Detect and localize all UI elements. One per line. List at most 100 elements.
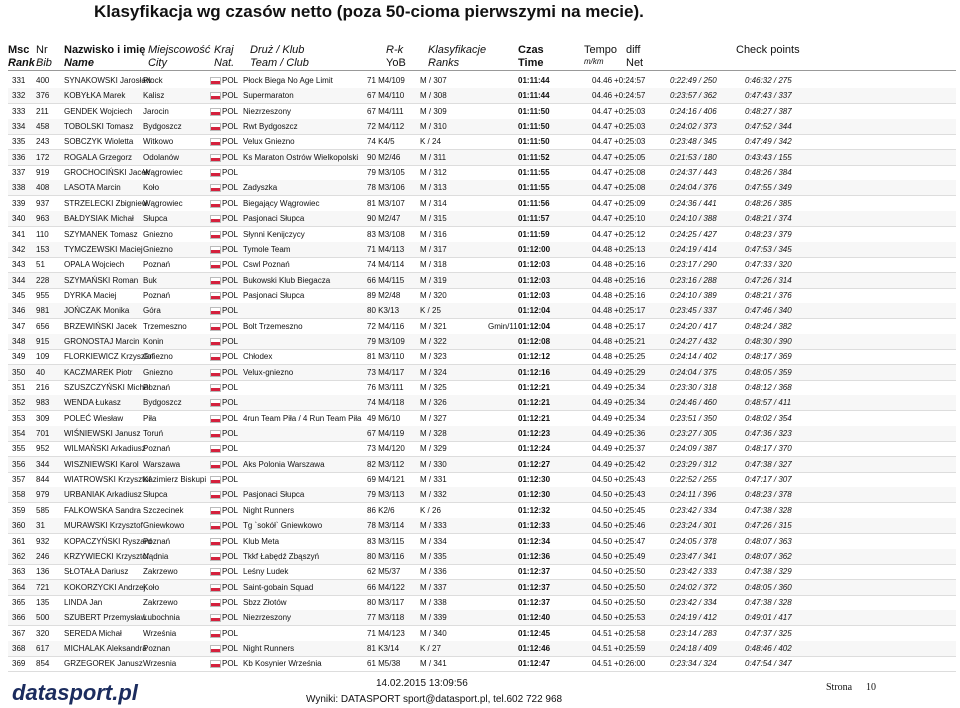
header-label: Check points bbox=[736, 44, 800, 56]
time: 01:12:03 bbox=[518, 260, 551, 270]
bib: 110 bbox=[36, 229, 49, 239]
bib: 309 bbox=[36, 413, 50, 423]
city: Wągrowiec bbox=[143, 198, 183, 208]
flag-icon bbox=[210, 614, 221, 623]
tempo: 04.48 bbox=[592, 290, 613, 300]
tempo: 04.47 bbox=[592, 152, 613, 162]
name: MURAWSKI Krzysztof bbox=[64, 521, 143, 531]
tempo: 04.50 bbox=[592, 490, 613, 500]
checkpoint: 0:48:17 / 369 bbox=[745, 352, 792, 362]
name: KOBYŁKA Marek bbox=[64, 91, 126, 101]
checkpoint: 0:24:04 / 376 bbox=[670, 183, 717, 193]
bib: 701 bbox=[36, 429, 50, 439]
rank: 354 bbox=[12, 429, 26, 439]
club: Supermaraton bbox=[243, 91, 294, 101]
nat: POL bbox=[222, 398, 239, 408]
time: 01:12:08 bbox=[518, 336, 551, 346]
time: 01:11:52 bbox=[518, 152, 550, 162]
table-row: 345 955 DYRKA Maciej Poznań POL Pasjonaci Słu… bbox=[8, 288, 956, 304]
nat: POL bbox=[222, 429, 239, 439]
diff: +0:25:10 bbox=[614, 214, 646, 224]
tempo: 04.50 bbox=[592, 536, 613, 546]
checkpoint: 0:47:26 / 314 bbox=[745, 275, 792, 285]
header-label: Team / Club bbox=[250, 57, 309, 69]
header-label: Ranks bbox=[428, 57, 460, 69]
ranks: K / 27 bbox=[420, 643, 441, 653]
yob-category: 79 M3/105 bbox=[367, 168, 405, 178]
nat: POL bbox=[222, 214, 239, 224]
time: 01:12:37 bbox=[518, 567, 551, 577]
name: FALKOWSKA Sandra bbox=[64, 505, 141, 515]
checkpoint: 0:48:24 / 382 bbox=[745, 321, 792, 331]
yob-category: 79 M3/113 bbox=[367, 490, 405, 500]
flag-icon bbox=[210, 123, 221, 132]
club: Tkkf Łabędź Zbąszyń bbox=[243, 551, 320, 561]
club: Velux-gniezno bbox=[243, 367, 294, 377]
city: Bydgoszcz bbox=[143, 398, 182, 408]
flag-icon bbox=[210, 291, 221, 300]
name: KOPACZYŃSKI Ryszard bbox=[64, 536, 152, 546]
time: 01:11:44 bbox=[518, 91, 550, 101]
ranks: M / 331 bbox=[420, 475, 447, 485]
flag-icon bbox=[210, 322, 221, 331]
bib: 172 bbox=[36, 152, 50, 162]
checkpoint: 0:47:36 / 323 bbox=[745, 429, 792, 439]
tempo: 04.51 bbox=[592, 643, 613, 653]
yob-category: 82 M3/112 bbox=[367, 459, 405, 469]
header-label: Nat. bbox=[214, 57, 235, 69]
diff: +0:25:05 bbox=[614, 152, 646, 162]
rank: 343 bbox=[12, 260, 26, 270]
bib: 135 bbox=[36, 597, 50, 607]
flag-icon bbox=[210, 353, 221, 362]
yob-category: 86 K2/6 bbox=[367, 505, 395, 515]
checkpoint: 0:47:38 / 327 bbox=[745, 459, 792, 469]
checkpoint: 0:24:02 / 373 bbox=[670, 122, 717, 132]
club: Cswl Poznań bbox=[243, 260, 290, 270]
diff: +0:25:03 bbox=[614, 137, 646, 147]
tempo: 04.50 bbox=[592, 597, 613, 607]
ranks: M / 314 bbox=[420, 198, 447, 208]
name: MICHALAK Aleksandra bbox=[64, 643, 147, 653]
table-row: 350 40 KACZMAREK Piotr Gniezno POL Velux-gnie… bbox=[8, 364, 956, 381]
yob-category: 71 M4/123 bbox=[367, 628, 405, 638]
city: Koło bbox=[143, 183, 160, 193]
time: 01:12:30 bbox=[518, 475, 551, 485]
city: Słupca bbox=[143, 490, 168, 500]
table-row: 347 656 BRZEWIŃSKI Jacek Trzemeszno POL Bolt … bbox=[8, 319, 956, 335]
checkpoint: 0:23:42 / 334 bbox=[670, 505, 717, 515]
club: Saint-gobain Squad bbox=[243, 582, 314, 592]
time: 01:12:47 bbox=[518, 659, 551, 669]
checkpoint: 0:24:19 / 414 bbox=[670, 244, 717, 254]
bib: 40 bbox=[36, 367, 45, 377]
diff: +0:25:49 bbox=[614, 551, 646, 561]
diff: +0:25:29 bbox=[614, 367, 646, 377]
tempo: 04.47 bbox=[592, 183, 613, 193]
checkpoint: 0:48:26 / 385 bbox=[745, 198, 792, 208]
rank: 338 bbox=[12, 183, 26, 193]
name: WIATROWSKI Krzysztof bbox=[64, 475, 151, 485]
city: Warszawa bbox=[143, 459, 181, 469]
name: KRZYWIECKI Krzysztof bbox=[64, 551, 149, 561]
time: 01:12:00 bbox=[518, 244, 551, 254]
tempo: 04.48 bbox=[592, 336, 613, 346]
diff: +0:25:43 bbox=[614, 475, 646, 485]
flag-icon bbox=[210, 92, 221, 101]
time: 01:12:45 bbox=[518, 628, 551, 638]
yob-category: 67 M4/111 bbox=[367, 106, 404, 116]
table-row: 342 153 TYMCZEWSKI Maciej Gniezno POL Tymole … bbox=[8, 241, 956, 258]
club: Pasjonaci Słupca bbox=[243, 490, 305, 500]
yob-category: 74 K4/5 bbox=[367, 137, 395, 147]
checkpoint: 0:47:53 / 345 bbox=[745, 244, 792, 254]
ranks: M / 310 bbox=[420, 122, 447, 132]
diff: +0:26:00 bbox=[614, 659, 646, 669]
flag-icon bbox=[210, 107, 221, 116]
checkpoint: 0:24:16 / 406 bbox=[670, 106, 717, 116]
name: POLEĆ Wiesław bbox=[64, 413, 124, 423]
tempo: 04.49 bbox=[592, 367, 613, 377]
nat: POL bbox=[222, 168, 239, 178]
bib: 932 bbox=[36, 536, 50, 546]
ranks: M / 337 bbox=[420, 582, 447, 592]
header-label: Druż / Klub bbox=[250, 44, 305, 56]
tempo: 04.47 bbox=[592, 137, 613, 147]
diff: +0:25:08 bbox=[614, 168, 646, 178]
